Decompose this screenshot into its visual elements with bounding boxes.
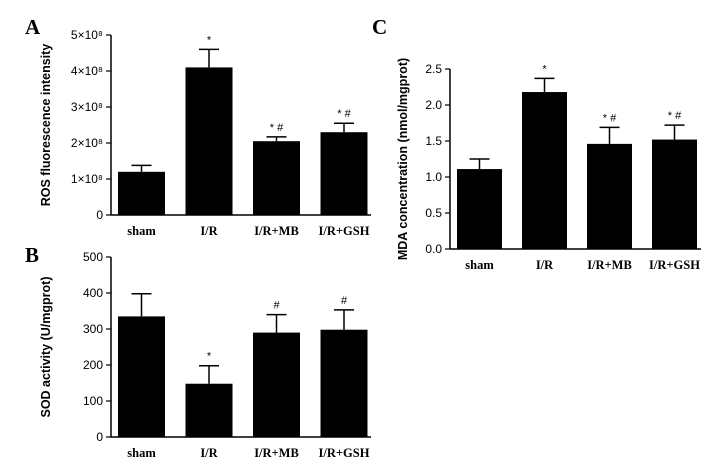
y-tick-label-c: 2.5 — [425, 62, 442, 76]
y-axis-title-b: SOD activity (U/mgprot) — [39, 277, 53, 418]
y-tick-label-c: 1.0 — [425, 170, 442, 184]
bar-b — [253, 332, 300, 437]
panel-letter-a: A — [25, 15, 41, 39]
y-axis-title-a: ROS fluorescence intensity — [39, 44, 53, 207]
bar-a — [320, 132, 368, 215]
y-tick-label-a: 5×10⁸ — [71, 28, 103, 42]
significance-mark-b: # — [273, 300, 280, 312]
significance-mark-a: * — [207, 34, 212, 46]
y-tick-label-a: 2×10⁸ — [71, 136, 103, 150]
significance-mark-c: * — [542, 63, 547, 75]
y-tick-label-a: 0 — [96, 208, 103, 222]
y-axis-title-c: MDA concentration (nmol/mgprot) — [396, 58, 410, 260]
y-tick-label-a: 1×10⁸ — [71, 172, 103, 186]
panel-a: A 0 1×10⁸ 2×10⁸ 3×10⁸ 4×10⁸ 5×10⁸ ROS fluoresce… — [25, 15, 371, 238]
significance-mark-a: * # — [270, 122, 284, 134]
x-tick-label-b: I/R — [200, 446, 218, 460]
bar-b — [320, 329, 368, 437]
bar-b — [118, 316, 165, 437]
x-tick-label-a: I/R — [200, 224, 218, 238]
significance-mark-c: * # — [603, 112, 617, 124]
y-tick-label-b: 200 — [83, 358, 103, 372]
y-tick-label-c: 1.5 — [425, 134, 442, 148]
x-tick-label-b: I/R+MB — [254, 446, 299, 460]
bar-a — [118, 171, 165, 215]
y-tick-label-b: 100 — [83, 394, 103, 408]
panel-c: C 0.0 0.5 1.0 1.5 2.0 2.5 MDA concentration (nm… — [372, 15, 701, 272]
significance-mark-a: * # — [337, 108, 351, 120]
y-tick-label-b: 300 — [83, 322, 103, 336]
y-tick-label-b: 500 — [83, 250, 103, 264]
y-tick-label-b: 0 — [96, 430, 103, 444]
x-tick-label-a: sham — [127, 224, 156, 238]
bar-a — [253, 141, 300, 215]
y-tick-label-a: 4×10⁸ — [71, 64, 103, 78]
panel-letter-b: B — [25, 243, 39, 267]
y-tick-label-b: 400 — [83, 286, 103, 300]
bar-c — [457, 169, 502, 249]
y-tick-label-c: 2.0 — [425, 98, 442, 112]
bar-c — [522, 92, 567, 249]
bar-b — [185, 383, 233, 437]
x-tick-label-c: I/R — [536, 258, 554, 272]
y-tick-label-c: 0.5 — [425, 206, 442, 220]
x-tick-label-b: I/R+GSH — [319, 446, 370, 460]
bar-a — [185, 67, 233, 216]
x-tick-label-c: sham — [465, 258, 494, 272]
x-tick-label-b: sham — [127, 446, 156, 460]
significance-mark-b: # — [341, 295, 348, 307]
x-tick-label-c: I/R+MB — [587, 258, 632, 272]
significance-mark-b: * — [207, 351, 212, 363]
panel-b: B 0 100 200 300 400 500 SOD activity (U/mgprot)… — [25, 243, 371, 460]
x-tick-label-c: I/R+GSH — [649, 258, 700, 272]
x-tick-label-a: I/R+GSH — [319, 224, 370, 238]
panel-letter-c: C — [372, 15, 387, 39]
y-tick-label-a: 3×10⁸ — [71, 100, 103, 114]
bar-c — [652, 139, 697, 249]
significance-mark-c: * # — [668, 110, 682, 122]
y-tick-label-c: 0.0 — [425, 242, 442, 256]
bar-c — [587, 143, 632, 249]
x-tick-label-a: I/R+MB — [254, 224, 299, 238]
